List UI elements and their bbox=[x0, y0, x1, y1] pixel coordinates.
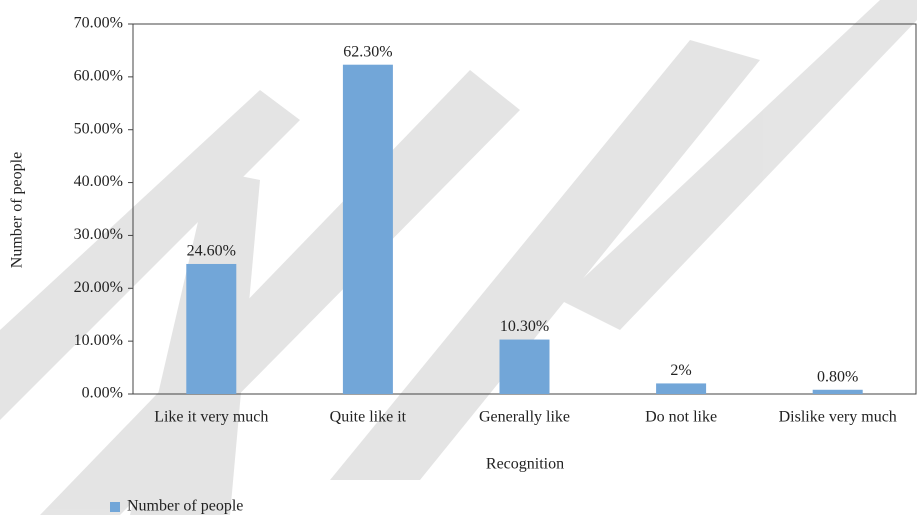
y-tick-label: 10.00% bbox=[74, 332, 123, 349]
data-label: 2% bbox=[670, 362, 691, 379]
watermark-stroke bbox=[330, 40, 760, 480]
y-tick-label: 50.00% bbox=[74, 120, 123, 137]
bar bbox=[812, 389, 863, 394]
data-label: 0.80% bbox=[817, 368, 858, 385]
data-label: 10.30% bbox=[500, 318, 549, 335]
bar bbox=[342, 64, 393, 394]
y-tick-label: 60.00% bbox=[74, 68, 123, 85]
x-tick-label: Quite like it bbox=[330, 409, 407, 426]
legend-label: Number of people bbox=[127, 498, 243, 515]
bar bbox=[499, 339, 550, 394]
y-tick-label: 40.00% bbox=[74, 173, 123, 190]
x-axis-title: Recognition bbox=[486, 456, 564, 473]
x-tick-label: Do not like bbox=[645, 409, 717, 426]
y-tick-label: 70.00% bbox=[74, 15, 123, 32]
data-label: 24.60% bbox=[187, 243, 236, 260]
y-tick-label: 20.00% bbox=[74, 279, 123, 296]
watermark-stroke bbox=[0, 90, 300, 420]
x-tick-label: Dislike very much bbox=[779, 409, 897, 426]
watermark-stroke bbox=[560, 0, 917, 330]
bar bbox=[656, 383, 707, 394]
y-tick-label: 0.00% bbox=[82, 385, 123, 402]
y-axis-title: Number of people bbox=[9, 152, 26, 268]
y-tick-label: 30.00% bbox=[74, 226, 123, 243]
data-label: 62.30% bbox=[343, 43, 392, 60]
legend-swatch bbox=[110, 502, 120, 512]
x-tick-label: Generally like bbox=[479, 409, 570, 426]
bar bbox=[186, 263, 237, 394]
x-tick-label: Like it very much bbox=[154, 409, 268, 426]
